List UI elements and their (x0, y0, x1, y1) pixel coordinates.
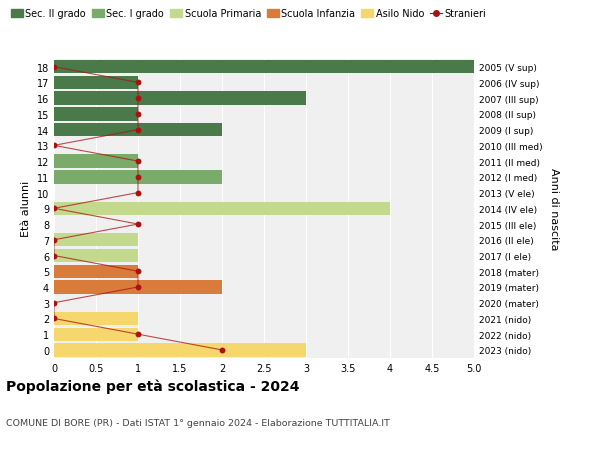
Point (133, 331, 143, 338)
Bar (54, 155, 138, 168)
Bar (54, 61, 474, 74)
Point (49, 205, 59, 213)
Point (133, 174, 143, 181)
Point (133, 79, 143, 87)
Point (133, 190, 143, 197)
Point (217, 347, 227, 354)
Y-axis label: Età alunni: Età alunni (21, 181, 31, 237)
Point (49, 315, 59, 322)
Bar (54, 343, 306, 357)
Point (133, 127, 143, 134)
Bar (54, 171, 222, 184)
Point (133, 111, 143, 118)
Bar (54, 249, 138, 263)
Point (133, 284, 143, 291)
Point (49, 236, 59, 244)
Legend: Sec. II grado, Sec. I grado, Scuola Primaria, Scuola Infanzia, Asilo Nido, Stran: Sec. II grado, Sec. I grado, Scuola Prim… (11, 10, 487, 19)
Text: Popolazione per età scolastica - 2024: Popolazione per età scolastica - 2024 (6, 379, 299, 393)
Bar (54, 92, 306, 106)
Bar (54, 77, 138, 90)
Y-axis label: Anni di nascita: Anni di nascita (549, 168, 559, 250)
Point (133, 268, 143, 275)
Point (133, 221, 143, 228)
Bar (54, 281, 222, 294)
Point (49, 142, 59, 150)
Point (49, 64, 59, 71)
Point (49, 299, 59, 307)
Bar (54, 312, 138, 325)
Bar (54, 234, 138, 247)
Bar (54, 202, 390, 216)
Text: COMUNE DI BORE (PR) - Dati ISTAT 1° gennaio 2024 - Elaborazione TUTTITALIA.IT: COMUNE DI BORE (PR) - Dati ISTAT 1° genn… (6, 418, 390, 427)
Bar (54, 328, 138, 341)
Bar (54, 123, 222, 137)
Point (133, 95, 143, 103)
Point (49, 252, 59, 260)
Point (133, 158, 143, 165)
Bar (54, 108, 138, 121)
Bar (54, 265, 138, 278)
